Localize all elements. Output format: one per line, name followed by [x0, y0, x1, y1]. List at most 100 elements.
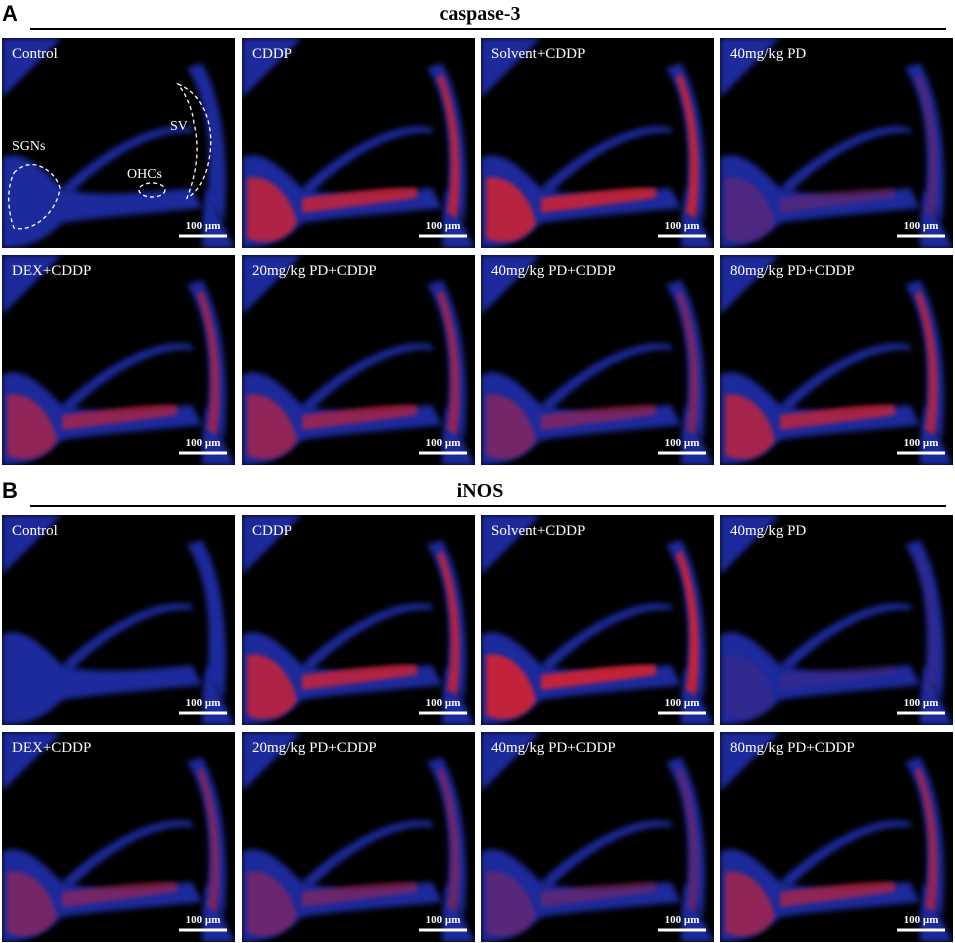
scale-bar-label: 100 µm [665, 220, 700, 232]
stain [247, 654, 297, 720]
tile-label: 20mg/kg PD+CDDP [252, 263, 377, 279]
tissue [720, 38, 780, 98]
tile-label: 40mg/kg PD [730, 523, 806, 539]
stain [486, 654, 536, 720]
tile-label: Control [12, 523, 58, 539]
tissue [481, 255, 541, 315]
tile-label: 40mg/kg PD+CDDP [491, 263, 616, 279]
tissue [720, 732, 780, 792]
tissue [481, 515, 541, 575]
image-content [2, 38, 235, 248]
tissue [720, 255, 780, 315]
stain [302, 881, 417, 907]
micrograph: CDDP 100 µm [242, 38, 475, 248]
stain [780, 187, 895, 213]
tissue [2, 155, 202, 248]
micrograph: DEX+CDDP 100 µm [2, 732, 235, 942]
micrograph: 80mg/kg PD+CDDP 100 µm [720, 732, 953, 942]
stain [541, 187, 656, 213]
micrograph: Solvent+CDDP 100 µm [481, 515, 714, 725]
tissue [202, 188, 235, 248]
tissue [481, 38, 541, 98]
tile-label: 20mg/kg PD+CDDP [252, 740, 377, 756]
stain [302, 404, 417, 430]
micrograph: 40mg/kg PD 100 µm [720, 38, 953, 248]
stain [541, 664, 656, 690]
stain [725, 394, 775, 460]
annotation: SGNs [12, 139, 45, 154]
image-content [481, 515, 714, 725]
sv-outline [176, 82, 212, 200]
micrograph: 40mg/kg PD+CDDP 100 µm [481, 255, 714, 465]
stain [437, 73, 460, 218]
stain [437, 767, 460, 912]
tissue [242, 255, 302, 315]
annotation: SV [170, 119, 188, 134]
panel-title: iNOS [457, 480, 504, 502]
tile-label: CDDP [252, 523, 292, 539]
tile-label: 80mg/kg PD+CDDP [730, 263, 855, 279]
tile-label: 40mg/kg PD [730, 46, 806, 62]
image-content [242, 732, 475, 942]
tissue [541, 603, 673, 670]
tile-label: Solvent+CDDP [491, 523, 585, 539]
micrograph: Control 100 µm [2, 515, 235, 725]
scale-bar-label: 100 µm [665, 697, 700, 709]
stain [437, 550, 460, 695]
tissue [187, 63, 226, 223]
stain [915, 73, 938, 218]
stain [247, 871, 297, 937]
tissue [2, 732, 62, 792]
scale-bar-label: 100 µm [904, 220, 939, 232]
tissue [62, 126, 194, 193]
tissue [2, 515, 62, 575]
image-content [2, 732, 235, 942]
scale-bar-label: 100 µm [186, 697, 221, 709]
micrograph: 20mg/kg PD+CDDP 100 µm [242, 732, 475, 942]
tile-label: Solvent+CDDP [491, 46, 585, 62]
tissue [302, 343, 434, 410]
image-content [481, 38, 714, 248]
stain [197, 767, 220, 912]
tile-label: 40mg/kg PD+CDDP [491, 740, 616, 756]
scale-bar-label: 100 µm [426, 437, 461, 449]
stain [7, 871, 57, 937]
tissue [541, 343, 673, 410]
stain [541, 881, 656, 907]
image-content [242, 515, 475, 725]
micrograph: CDDP 100 µm [242, 515, 475, 725]
tissue [202, 665, 235, 725]
stain [676, 73, 699, 218]
scale-bar-label: 100 µm [904, 697, 939, 709]
tissue [187, 540, 226, 700]
stain [915, 767, 938, 912]
tile-label: Control [12, 46, 58, 62]
scale-bar-label: 100 µm [665, 914, 700, 926]
tissue [780, 126, 912, 193]
stain [725, 871, 775, 937]
tissue [302, 820, 434, 887]
micrograph: Solvent+CDDP 100 µm [481, 38, 714, 248]
micrograph: 40mg/kg PD 100 µm [720, 515, 953, 725]
stain [62, 404, 177, 430]
scale-bar-label: 100 µm [426, 914, 461, 926]
tissue [2, 38, 62, 98]
scale-bar-label: 100 µm [186, 914, 221, 926]
stain [676, 550, 699, 695]
scale-bar-label: 100 µm [665, 437, 700, 449]
tissue [720, 515, 780, 575]
scale-bar-label: 100 µm [186, 220, 221, 232]
micrograph: Control 100 µm SGNs OHCs SV [2, 38, 235, 248]
ohc-outline [138, 182, 166, 198]
tissue [62, 603, 194, 670]
panel-title: caspase-3 [439, 3, 520, 25]
tile-label: DEX+CDDP [12, 263, 91, 279]
stain [676, 290, 699, 435]
tissue [242, 515, 302, 575]
stain [725, 654, 775, 720]
tissue [242, 732, 302, 792]
scale-bar-label: 100 µm [426, 220, 461, 232]
image-content [242, 38, 475, 248]
sgn-outline [8, 164, 61, 230]
